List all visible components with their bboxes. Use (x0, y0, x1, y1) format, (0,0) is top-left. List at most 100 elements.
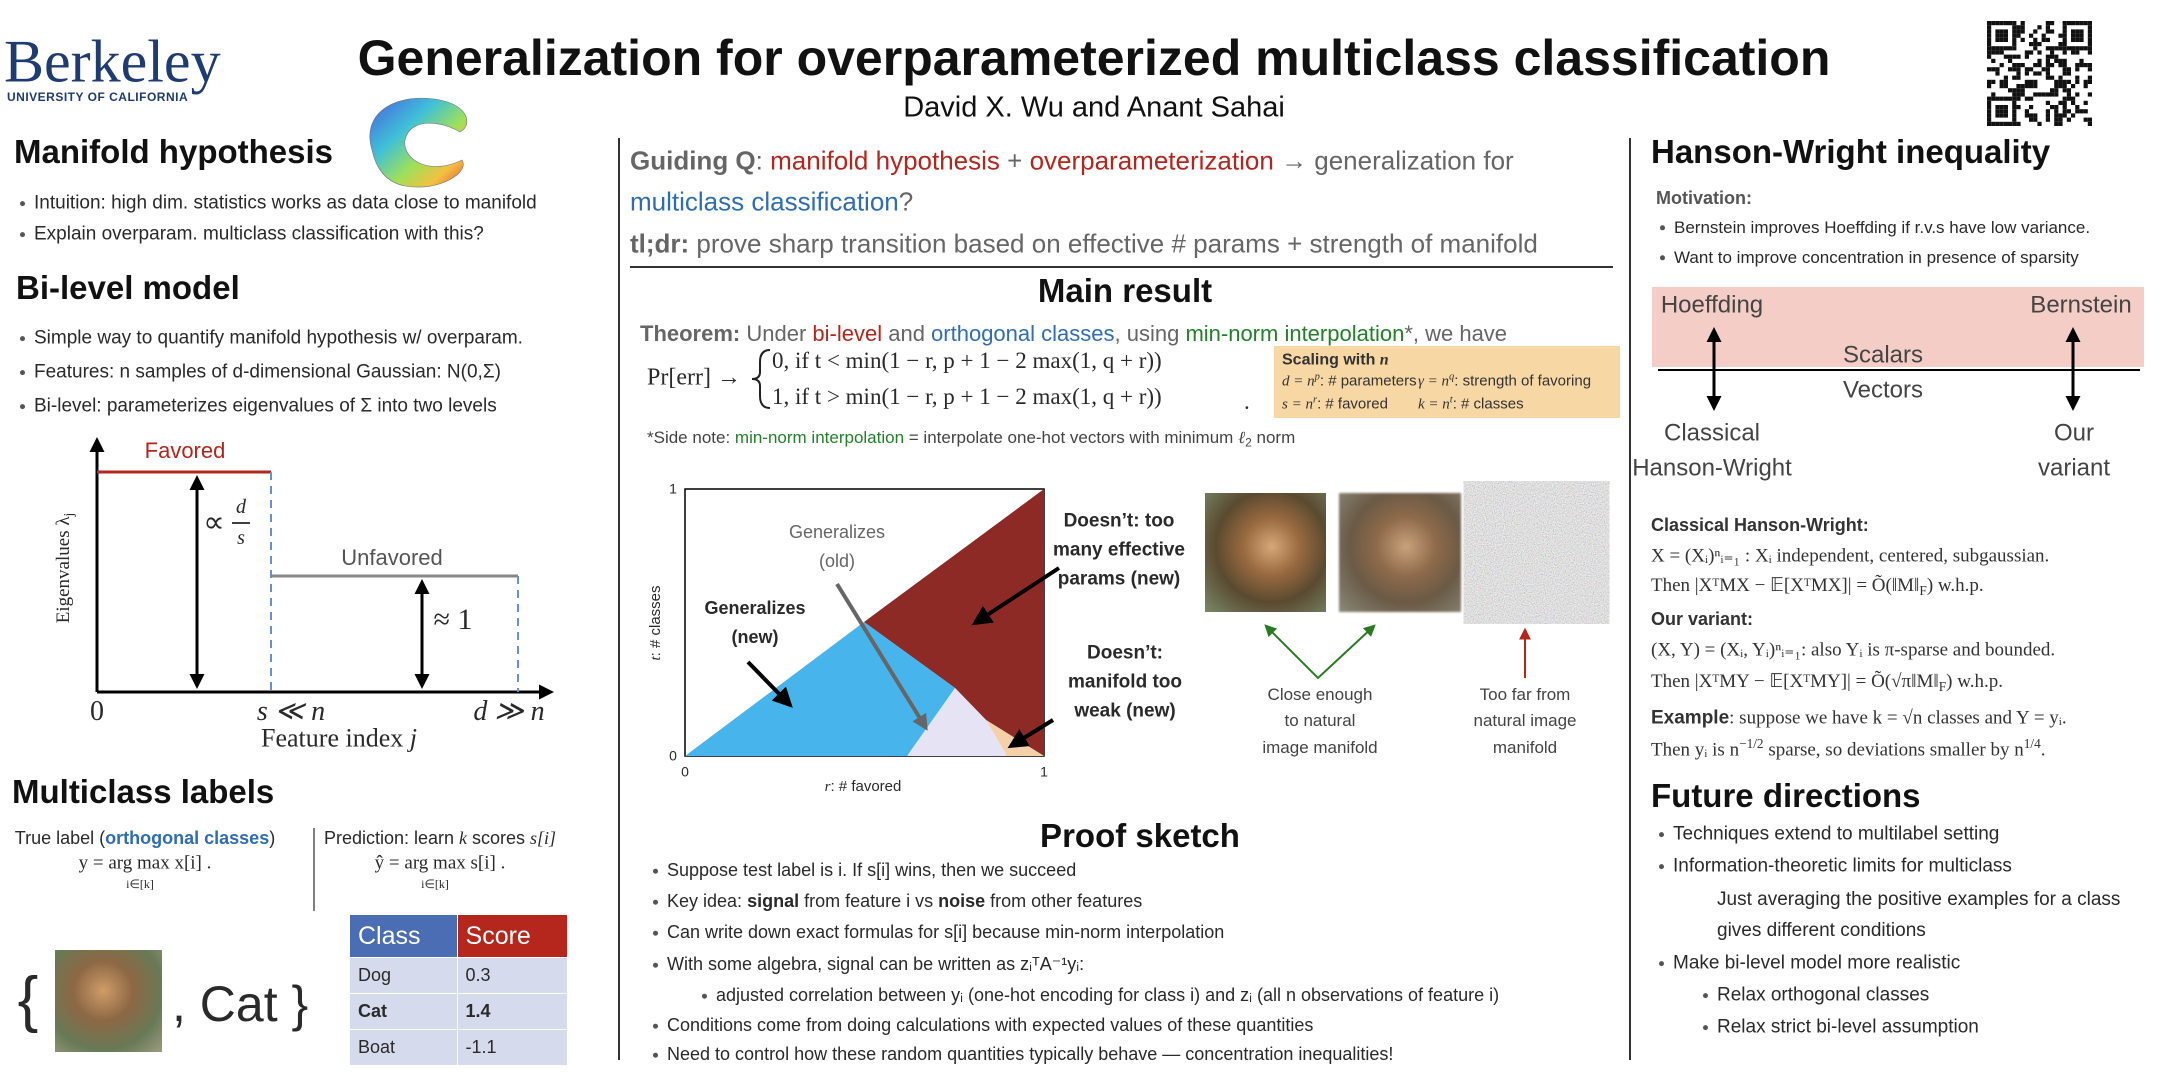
region-lavender (907, 688, 1007, 756)
region-label: Generalizes (788, 522, 886, 543)
qr-module (2075, 75, 2080, 80)
text-segment: (X, Y) = (Xᵢ, Yᵢ)ⁿᵢ₌₁: also Yᵢ is π-spar… (1651, 639, 2056, 661)
text-segment: sparse, so deviations smaller by n (1763, 739, 2024, 761)
text-segment: orthogonal classes (105, 828, 270, 849)
qr-module (2062, 63, 2067, 68)
qr-module (1999, 79, 2004, 84)
qr-module (1995, 46, 2000, 51)
qr-module (2003, 29, 2008, 34)
formula: y = arg max x[i] . (78, 852, 212, 874)
qr-module (2016, 63, 2021, 68)
text-segment: multiclass classification (630, 186, 899, 217)
table-row: Cat 1.4 (349, 993, 569, 1030)
qr-module (2029, 84, 2034, 89)
qr-module (1987, 33, 1992, 38)
bullet: adjusted correlation between yᵢ (one-hot… (716, 985, 1499, 1007)
text-segment: With some algebra, signal can be written… (667, 954, 1085, 975)
x-tick-label: d ≫ n (473, 696, 545, 728)
qr-module (2058, 46, 2063, 51)
qr-module (1995, 33, 2000, 38)
qr-module (1999, 113, 2004, 118)
image-caption: manifold (1492, 737, 1558, 757)
text-segment: , using (1114, 320, 1186, 346)
region-label: params (new) (1057, 568, 1181, 590)
qr-module (2008, 46, 2013, 51)
image-caption: image manifold (1262, 737, 1378, 757)
qr-module (1987, 21, 1992, 26)
qr-module (2012, 75, 2017, 80)
qr-module (2045, 113, 2050, 118)
qr-module (2024, 79, 2029, 84)
qr-module (2071, 37, 2076, 42)
subheading: Classical Hanson-Wright: (1651, 515, 1869, 536)
text-segment: Need to control how these random quantit… (667, 1044, 1394, 1065)
x-tick-label: s ≪ n (256, 696, 326, 728)
text-segment: Conditions come from doing calculations … (667, 1015, 1314, 1036)
formula-end: . (1244, 389, 1250, 415)
qr-module (2037, 58, 2042, 63)
text-segment: s = n (1282, 396, 1313, 413)
qr-module (2062, 105, 2067, 110)
qr-module (1987, 100, 1992, 105)
close-arrows (1264, 624, 1376, 680)
qr-module (2054, 88, 2059, 93)
qr-module (1999, 109, 2004, 114)
text-segment: ) (269, 828, 276, 849)
qr-module (1995, 37, 2000, 42)
text-segment: r (1312, 394, 1318, 406)
example-line: Then yᵢ is n−1/2 sparse, so deviations s… (1651, 736, 2045, 762)
text-segment: ) w.h.p. (1946, 671, 2003, 693)
qr-module (2087, 29, 2092, 34)
qr-module (2024, 109, 2029, 114)
text-segment: d = n (1282, 373, 1315, 390)
scalars-band (1652, 287, 2144, 367)
qr-module (2083, 21, 2088, 26)
cat-image-perturbed (1339, 493, 1461, 612)
qr-module (2058, 84, 2063, 89)
formula-subscript: i∈[k] (421, 876, 449, 891)
qr-module (1987, 117, 1992, 122)
qr-module (1999, 29, 2004, 34)
diagram-label: Bernstein (2030, 291, 2132, 319)
qr-module (2008, 54, 2013, 59)
qr-module (1999, 33, 2004, 38)
section-heading: Proof sketch (1040, 817, 1240, 855)
header-cell: Score (456, 914, 569, 958)
text-segment: Then |XᵀMX − 𝔼[XᵀMX]| = Õ(‖M‖ (1651, 575, 1920, 597)
qr-module (2029, 105, 2034, 110)
text-segment: k = n (1418, 396, 1450, 413)
formula-case: 1, if t > min(1 − r, p + 1 − 2 max(1, q … (772, 384, 1162, 410)
qr-module (2003, 113, 2008, 118)
qr-module (2003, 84, 2008, 89)
section-heading: Multiclass labels (12, 773, 275, 811)
qr-module (2071, 50, 2076, 55)
math-line: X = (Xᵢ)ⁿᵢ₌₁ : Xᵢ independent, centered,… (1651, 546, 2049, 569)
qr-module (2020, 25, 2025, 30)
region-label: Doesn’t: too (1063, 510, 1175, 532)
qr-module (2033, 84, 2038, 89)
score-table: Class Score Dog 0.3 Cat 1.4 Boat -1.1 (349, 914, 569, 1066)
math-line: Then |XᵀMX − 𝔼[XᵀMX]| = Õ(‖M‖F) w.h.p. (1651, 575, 1984, 599)
qr-module (2087, 33, 2092, 38)
qr-module (2008, 121, 2013, 126)
text-segment: min-norm interpolation (1185, 320, 1405, 346)
qr-module (2020, 37, 2025, 42)
table-cell: Dog (349, 957, 458, 994)
qr-module (1999, 21, 2004, 26)
diagram-label: Hanson-Wright (1632, 454, 1792, 482)
text-segment: ) w.h.p. (1926, 575, 1984, 597)
qr-module (2075, 67, 2080, 72)
qr-module (2008, 96, 2013, 101)
scaling-title: Scaling with n (1282, 350, 1389, 369)
qr-module (1987, 105, 1992, 110)
text-segment: F (1938, 679, 1947, 695)
qr-module (2066, 21, 2071, 26)
qr-module (2054, 105, 2059, 110)
favored-label: Favored (144, 437, 226, 463)
qr-module (2016, 92, 2021, 97)
example-line: Example: suppose we have k = √n classes … (1651, 708, 2067, 731)
bullet: Suppose test label is i. If s[i] wins, t… (667, 860, 1076, 882)
qr-module (2037, 25, 2042, 30)
qr-module (2058, 33, 2063, 38)
